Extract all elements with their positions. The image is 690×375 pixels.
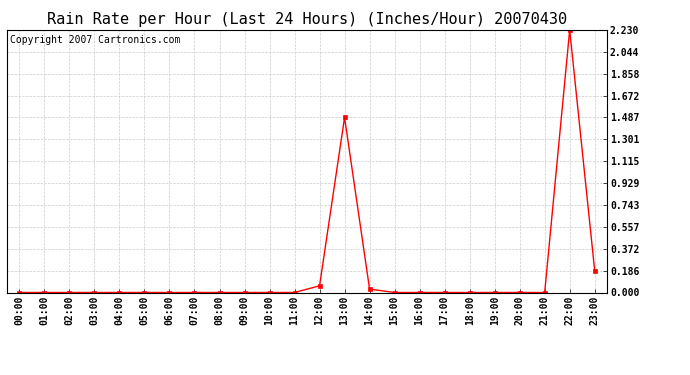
Text: Copyright 2007 Cartronics.com: Copyright 2007 Cartronics.com xyxy=(10,35,180,45)
Title: Rain Rate per Hour (Last 24 Hours) (Inches/Hour) 20070430: Rain Rate per Hour (Last 24 Hours) (Inch… xyxy=(47,12,567,27)
